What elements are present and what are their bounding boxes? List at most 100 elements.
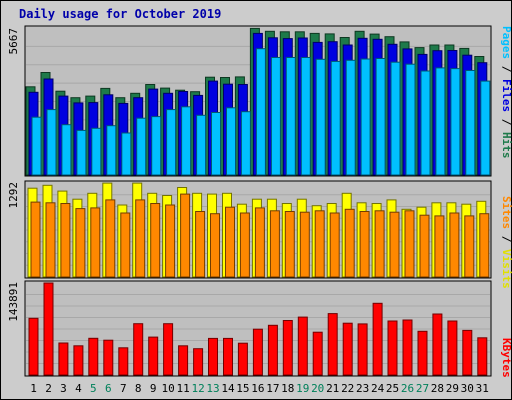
- pages-bar: [345, 59, 356, 176]
- pages-bar: [375, 58, 386, 176]
- pages-bar: [196, 114, 207, 176]
- pages-bar: [61, 124, 72, 176]
- sites-bar: [150, 203, 161, 278]
- sites-bar: [120, 212, 131, 278]
- sites-bar: [239, 212, 250, 278]
- pages-bar: [450, 68, 461, 176]
- pages-bar: [31, 116, 42, 176]
- usage-max-label: 5667: [7, 28, 20, 55]
- ylabel-separator: /: [500, 229, 512, 249]
- sites-bar: [389, 211, 400, 278]
- sites-bar: [254, 207, 265, 278]
- pages-bar: [255, 48, 266, 176]
- kbytes-bar: [447, 320, 458, 376]
- kbytes-bar: [163, 323, 174, 376]
- x-tick-label: 5: [90, 382, 97, 395]
- x-tick-label: 2: [45, 382, 52, 395]
- ylabel-separator: /: [500, 112, 512, 132]
- x-tick-label: 18: [281, 382, 294, 395]
- sites-bar: [359, 211, 370, 278]
- x-axis-labels: 1 2 3 4 5 6 7 8 9 10 11 12 13 14 15 16 17 18 19 20 21 22 23 24 2…: [30, 382, 489, 395]
- kbytes-bar: [223, 337, 233, 376]
- kbytes-bar: [342, 322, 353, 376]
- kbytes-bar: [252, 328, 263, 376]
- kbytes-bar: [43, 282, 54, 376]
- sites-bar: [374, 210, 385, 278]
- x-tick-label: 4: [75, 382, 82, 395]
- pages-bar: [285, 57, 296, 176]
- x-tick-label: 26: [401, 382, 414, 395]
- sites-bar: [479, 213, 490, 278]
- x-tick-label: 12: [191, 382, 204, 395]
- x-tick-label: 3: [60, 382, 67, 395]
- kbytes-bar: [432, 313, 443, 376]
- kbytes-bar: [103, 339, 114, 376]
- sites-bar: [269, 210, 280, 278]
- ylabel-separator: /: [500, 59, 512, 79]
- pages-bar: [46, 109, 57, 176]
- x-tick-label: 30: [461, 382, 474, 395]
- x-tick-label: 28: [431, 382, 444, 395]
- sites-bar: [195, 211, 206, 278]
- pages-bar: [106, 125, 117, 176]
- kbytes-bar: [387, 320, 398, 376]
- kbytes-bar: [297, 316, 308, 376]
- kbytes-bar: [28, 317, 39, 376]
- x-tick-label: 6: [105, 382, 112, 395]
- sites-bar: [105, 199, 116, 278]
- visits-axis-label: Sites / Visits: [500, 196, 512, 289]
- kbytes-bar: [73, 345, 84, 376]
- pages-bar: [480, 80, 491, 176]
- x-tick-label: 7: [120, 382, 127, 395]
- x-tick-label: 20: [311, 382, 324, 395]
- kbytes-bar: [178, 345, 189, 376]
- sites-bar: [225, 206, 235, 278]
- pages-bar: [420, 70, 431, 176]
- sites-bar: [314, 210, 325, 278]
- sites-bar: [45, 202, 56, 278]
- x-tick-label: 29: [446, 382, 459, 395]
- x-tick-label: 14: [221, 382, 235, 395]
- pages-bar: [360, 58, 371, 176]
- sites-bar: [464, 215, 475, 278]
- kbytes-bar: [267, 324, 278, 376]
- sites-bar: [419, 214, 430, 278]
- kbytes-bar: [462, 329, 473, 376]
- pages-bar: [226, 107, 236, 176]
- kbytes-max-label: 143891: [7, 282, 20, 322]
- x-tick-label: 17: [266, 382, 279, 395]
- pages-bar: [405, 63, 416, 176]
- x-tick-label: 25: [386, 382, 399, 395]
- pages-bar: [121, 132, 132, 176]
- sites-bar: [30, 201, 41, 278]
- x-tick-label: 21: [326, 382, 339, 395]
- kbytes-bar: [282, 320, 293, 376]
- x-tick-label: 16: [251, 382, 264, 395]
- pages-bar: [270, 57, 281, 176]
- kbytes-bar: [88, 337, 99, 376]
- kbytes-bar: [312, 331, 323, 376]
- sites-bar: [60, 203, 71, 278]
- kbytes-bar: [193, 348, 204, 376]
- x-tick-label: 13: [206, 382, 219, 395]
- x-tick-label: 1: [30, 382, 37, 395]
- x-tick-label: 31: [476, 382, 489, 395]
- sites-bar: [434, 215, 445, 278]
- ylabel-files: Files: [500, 79, 512, 112]
- chart-title: Daily usage for October 2019: [19, 7, 221, 21]
- pages-bar: [315, 58, 326, 176]
- x-tick-label: 19: [296, 382, 309, 395]
- sites-bar: [180, 193, 191, 278]
- pages-bar: [76, 129, 87, 176]
- ylabel-sites: Sites: [500, 196, 512, 229]
- usage-axis-label: Pages / Files / Hits: [500, 26, 512, 159]
- sites-bar: [284, 211, 295, 278]
- pages-bar: [390, 61, 401, 176]
- x-tick-label: 23: [356, 382, 369, 395]
- sites-bar: [165, 204, 176, 278]
- x-tick-label: 22: [341, 382, 354, 395]
- kbytes-bar: [208, 337, 218, 376]
- sites-bar: [90, 207, 101, 278]
